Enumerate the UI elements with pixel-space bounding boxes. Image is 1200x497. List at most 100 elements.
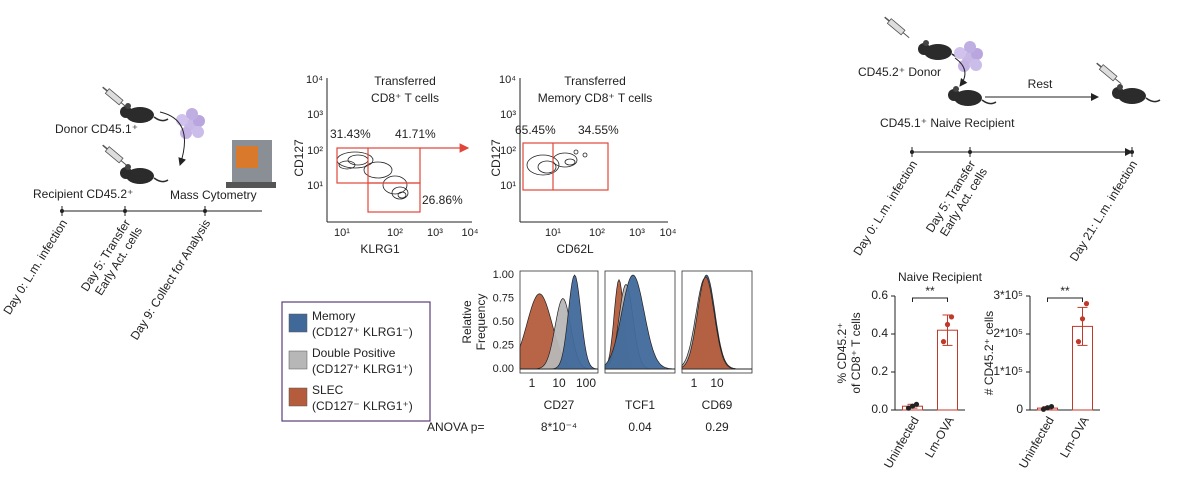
legend-label: (CD127⁺ KLRG1⁻) bbox=[312, 325, 413, 339]
plot-title: Memory CD8⁺ T cells bbox=[538, 91, 653, 105]
y-axis-label: of CD8⁺ T cells bbox=[849, 312, 863, 393]
x-tick-label: Uninfected bbox=[881, 414, 922, 471]
day-label-line: Day 0: L.m. infection bbox=[850, 158, 920, 258]
timeline-dot bbox=[1130, 150, 1134, 154]
mouse-icon bbox=[119, 163, 169, 185]
y-tick-label: 10⁴ bbox=[306, 74, 323, 86]
x-tick-label: 10⁴ bbox=[660, 227, 677, 239]
x-tick-label: 10² bbox=[387, 227, 403, 239]
timeline-dot bbox=[60, 209, 64, 213]
day-label: Day 0: L.m. infection bbox=[850, 158, 920, 258]
panel-frame bbox=[604, 270, 676, 374]
donor-label: Donor CD45.1⁺ bbox=[55, 122, 138, 136]
gate bbox=[522, 142, 609, 191]
timeline-dot bbox=[968, 150, 972, 154]
mouse-icon bbox=[1111, 83, 1161, 105]
data-point bbox=[1083, 301, 1090, 307]
legend-label: Double Positive bbox=[312, 346, 396, 360]
legend-label: SLEC bbox=[312, 383, 344, 397]
y-axis-label: Frequency bbox=[474, 294, 488, 351]
y-tick-label: 0.2 bbox=[871, 364, 888, 378]
x-tick-label: 1 bbox=[691, 376, 698, 390]
y-axis-label: % CD45.2⁺ bbox=[835, 322, 849, 383]
y-tick-label: 0.0 bbox=[871, 402, 888, 416]
y-tick-label: 1*10⁵ bbox=[993, 364, 1023, 378]
y-tick-label: 10¹ bbox=[500, 180, 516, 192]
day-label-line: Day 0: L.m. infection bbox=[0, 217, 70, 317]
significance-label: ** bbox=[925, 284, 935, 298]
density-curve bbox=[604, 274, 676, 370]
y-tick-label: 1.00 bbox=[493, 269, 514, 281]
y-tick-label: 3*10⁵ bbox=[993, 288, 1023, 302]
y-tick-label: 0.75 bbox=[493, 292, 514, 304]
data-point bbox=[940, 339, 947, 345]
density-curve bbox=[681, 276, 752, 370]
significance-label: ** bbox=[1060, 284, 1070, 298]
y-tick-label: 10² bbox=[500, 145, 516, 157]
x-tick-label: Lm-OVA bbox=[922, 414, 957, 460]
significance-bracket bbox=[1047, 297, 1083, 302]
y-tick-label: 10¹ bbox=[307, 180, 323, 192]
cells-icon bbox=[954, 41, 983, 72]
x-axis-label: KLRG1 bbox=[360, 242, 400, 256]
day-label-line: Day 21: L.m. infection bbox=[1067, 158, 1140, 264]
y-axis-label: CD127 bbox=[489, 139, 503, 177]
legend-swatch bbox=[288, 387, 308, 407]
day-label: Day 0: L.m. infection bbox=[0, 217, 70, 317]
histograms: Relative Frequency ANOVA p= 1.00 0.75 0.50… bbox=[427, 269, 753, 434]
x-tick-label: 10¹ bbox=[334, 227, 350, 239]
timeline-left: Donor CD45.1⁺ Recipient CD45.2⁺ Mass Cyt… bbox=[0, 84, 276, 342]
plot-title: CD8⁺ T cells bbox=[371, 91, 439, 105]
data-point bbox=[1040, 406, 1047, 412]
x-tick-label: 10⁴ bbox=[462, 227, 479, 239]
day-label: Day 21: L.m. infection bbox=[1067, 158, 1140, 264]
y-tick-label: 10³ bbox=[500, 109, 516, 121]
rest-label: Rest bbox=[1028, 77, 1053, 91]
transfer-arrow bbox=[159, 111, 187, 166]
y-axis-label: CD127 bbox=[292, 139, 306, 177]
data-point bbox=[909, 403, 916, 409]
anova-value: 0.29 bbox=[705, 420, 729, 434]
data-point bbox=[948, 314, 955, 320]
legend-label: Memory bbox=[312, 309, 355, 323]
gate bbox=[367, 182, 421, 213]
y-tick-label: 2*10⁵ bbox=[993, 326, 1023, 340]
marker-label: CD69 bbox=[702, 398, 733, 412]
flow-plot: Transferred Memory CD8⁺ T cells CD127 CD… bbox=[489, 74, 677, 256]
y-tick-label: 0 bbox=[1016, 402, 1023, 416]
x-tick-label: 100 bbox=[576, 376, 596, 390]
gate-percent: 26.86% bbox=[422, 193, 463, 207]
contours bbox=[526, 149, 588, 176]
marker-label: CD27 bbox=[544, 398, 575, 412]
x-tick-label: Lm-OVA bbox=[1057, 414, 1092, 460]
data-point bbox=[944, 321, 951, 328]
anova-label: ANOVA p= bbox=[427, 420, 484, 434]
marker-label: TCF1 bbox=[625, 398, 655, 412]
mouse-icon bbox=[119, 102, 169, 124]
panel-frame bbox=[519, 270, 599, 374]
contours bbox=[336, 151, 409, 200]
x-tick-label: 10 bbox=[710, 376, 724, 390]
donor-label: CD45.2⁺ Donor bbox=[858, 65, 941, 79]
anova-value: 0.04 bbox=[628, 420, 652, 434]
y-axis-label: # CD45.2⁺ cells bbox=[982, 311, 996, 395]
data-point bbox=[1079, 316, 1086, 322]
x-tick-label: 1 bbox=[529, 376, 536, 390]
data-point bbox=[1075, 339, 1082, 345]
y-tick-label: 0.00 bbox=[493, 363, 514, 375]
data-point bbox=[1044, 405, 1051, 411]
recipient-label: CD45.1⁺ Naive Recipient bbox=[880, 116, 1015, 130]
instrument-label: Mass Cytometry bbox=[170, 188, 257, 202]
syringe-icon bbox=[1094, 60, 1124, 87]
timeline-dot bbox=[203, 209, 207, 213]
gate-percent: 34.55% bbox=[578, 123, 619, 137]
plot-title: Transferred bbox=[374, 74, 436, 88]
x-tick-label: 10² bbox=[589, 227, 605, 239]
gate-percent: 31.43% bbox=[330, 127, 371, 141]
y-tick-label: 0.50 bbox=[493, 316, 514, 328]
gate-percent: 41.71% bbox=[395, 127, 436, 141]
syringe-icon bbox=[100, 142, 130, 169]
panel-title: Naive Recipient bbox=[898, 270, 983, 284]
